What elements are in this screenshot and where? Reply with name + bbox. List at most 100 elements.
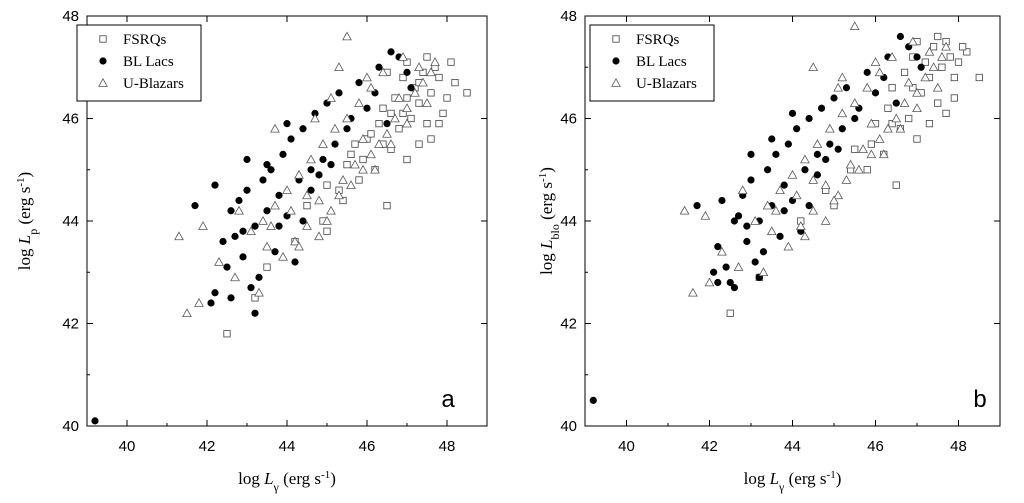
legend-label: U-Blazars (123, 76, 184, 92)
data-point (223, 263, 231, 271)
data-point (403, 58, 411, 66)
y-tick-label: 44 (560, 213, 577, 230)
data-point (414, 62, 424, 72)
x-axis-label-unit: (erg s (279, 469, 321, 488)
data-point (946, 53, 954, 61)
data-point (359, 155, 367, 164)
data-point (822, 155, 830, 164)
data-point (278, 251, 288, 261)
x-tick-label: 42 (199, 438, 216, 455)
data-point (243, 186, 251, 194)
x-tick-label: 48 (950, 438, 967, 455)
data-point (343, 125, 351, 133)
data-point (892, 99, 900, 107)
x-tick-label: 44 (279, 438, 296, 455)
y-axis-label: log Lblo (erg s-1) (537, 167, 562, 275)
data-point (928, 62, 939, 72)
x-tick-label: 44 (784, 438, 801, 455)
data-point (726, 309, 734, 317)
data-point (355, 79, 363, 87)
data-point (899, 98, 910, 107)
data-point (423, 120, 431, 128)
x-axis-label-close: ) (836, 469, 842, 488)
data-point (768, 135, 776, 143)
data-point (808, 174, 819, 184)
x-tick-label: 46 (359, 438, 376, 455)
data-point (266, 221, 276, 230)
data-point (808, 205, 819, 215)
data-point (589, 396, 597, 404)
data-point (299, 217, 307, 225)
legend-label: U-Blazars (636, 76, 697, 92)
y-tick-label: 48 (62, 8, 79, 25)
legend: FSRQs BL Lacs U-Blazars (76, 24, 202, 102)
data-point (318, 139, 328, 148)
data-point (934, 99, 942, 107)
data-point (334, 62, 344, 72)
data-point (854, 164, 864, 174)
data-point (829, 195, 839, 205)
data-point (895, 123, 906, 133)
data-point (251, 294, 259, 302)
data-point (354, 98, 364, 107)
legend-marker (99, 35, 107, 43)
data-point (845, 159, 856, 169)
data-point (415, 140, 423, 148)
data-point (710, 268, 718, 276)
data-point (327, 161, 335, 169)
data-point (387, 109, 395, 117)
data-point (403, 155, 411, 164)
data-point (211, 181, 219, 189)
data-point (934, 32, 942, 41)
data-point (771, 205, 781, 215)
data-point (367, 130, 375, 138)
data-point (399, 73, 407, 82)
data-point (382, 128, 392, 138)
data-point (358, 133, 368, 143)
data-point (841, 174, 852, 184)
data-point (688, 287, 698, 297)
data-point (247, 284, 255, 292)
data-point (824, 123, 835, 133)
data-point (351, 140, 359, 148)
data-point (91, 417, 99, 425)
legend-label: BL Lacs (636, 54, 687, 70)
data-point (849, 98, 860, 107)
data-point (342, 113, 352, 123)
data-point (311, 109, 319, 117)
x-axis-label-prefix: log (744, 469, 770, 488)
data-point (851, 145, 859, 153)
data-point (326, 92, 336, 102)
data-point (286, 205, 296, 215)
data-point (403, 68, 411, 76)
y-axis-label-sub: blo (548, 224, 562, 239)
data-point (900, 68, 909, 76)
data-point (399, 109, 407, 117)
data-point (892, 181, 900, 189)
data-point (386, 139, 396, 148)
data-point (403, 94, 411, 102)
data-point (838, 125, 846, 133)
data-point (874, 67, 885, 77)
y-tick-label: 40 (560, 418, 577, 435)
data-point (762, 200, 773, 210)
data-point (693, 202, 701, 210)
data-point (207, 299, 215, 307)
data-point (235, 196, 243, 205)
data-point (941, 41, 951, 51)
y-axis-label-sub: p (26, 229, 40, 235)
y-tick-label: 42 (62, 316, 79, 333)
data-point (787, 169, 798, 179)
data-point (254, 287, 264, 297)
y-axis-label-unit: (erg s (15, 187, 34, 229)
data-point (783, 241, 794, 251)
series-u-blazars (679, 21, 951, 297)
panel-letter: a (441, 386, 455, 413)
data-point (307, 166, 315, 174)
data-point (704, 277, 715, 287)
legend: FSRQs BL Lacs U-Blazars (589, 24, 715, 102)
data-point (772, 150, 780, 158)
data-point (863, 68, 871, 76)
